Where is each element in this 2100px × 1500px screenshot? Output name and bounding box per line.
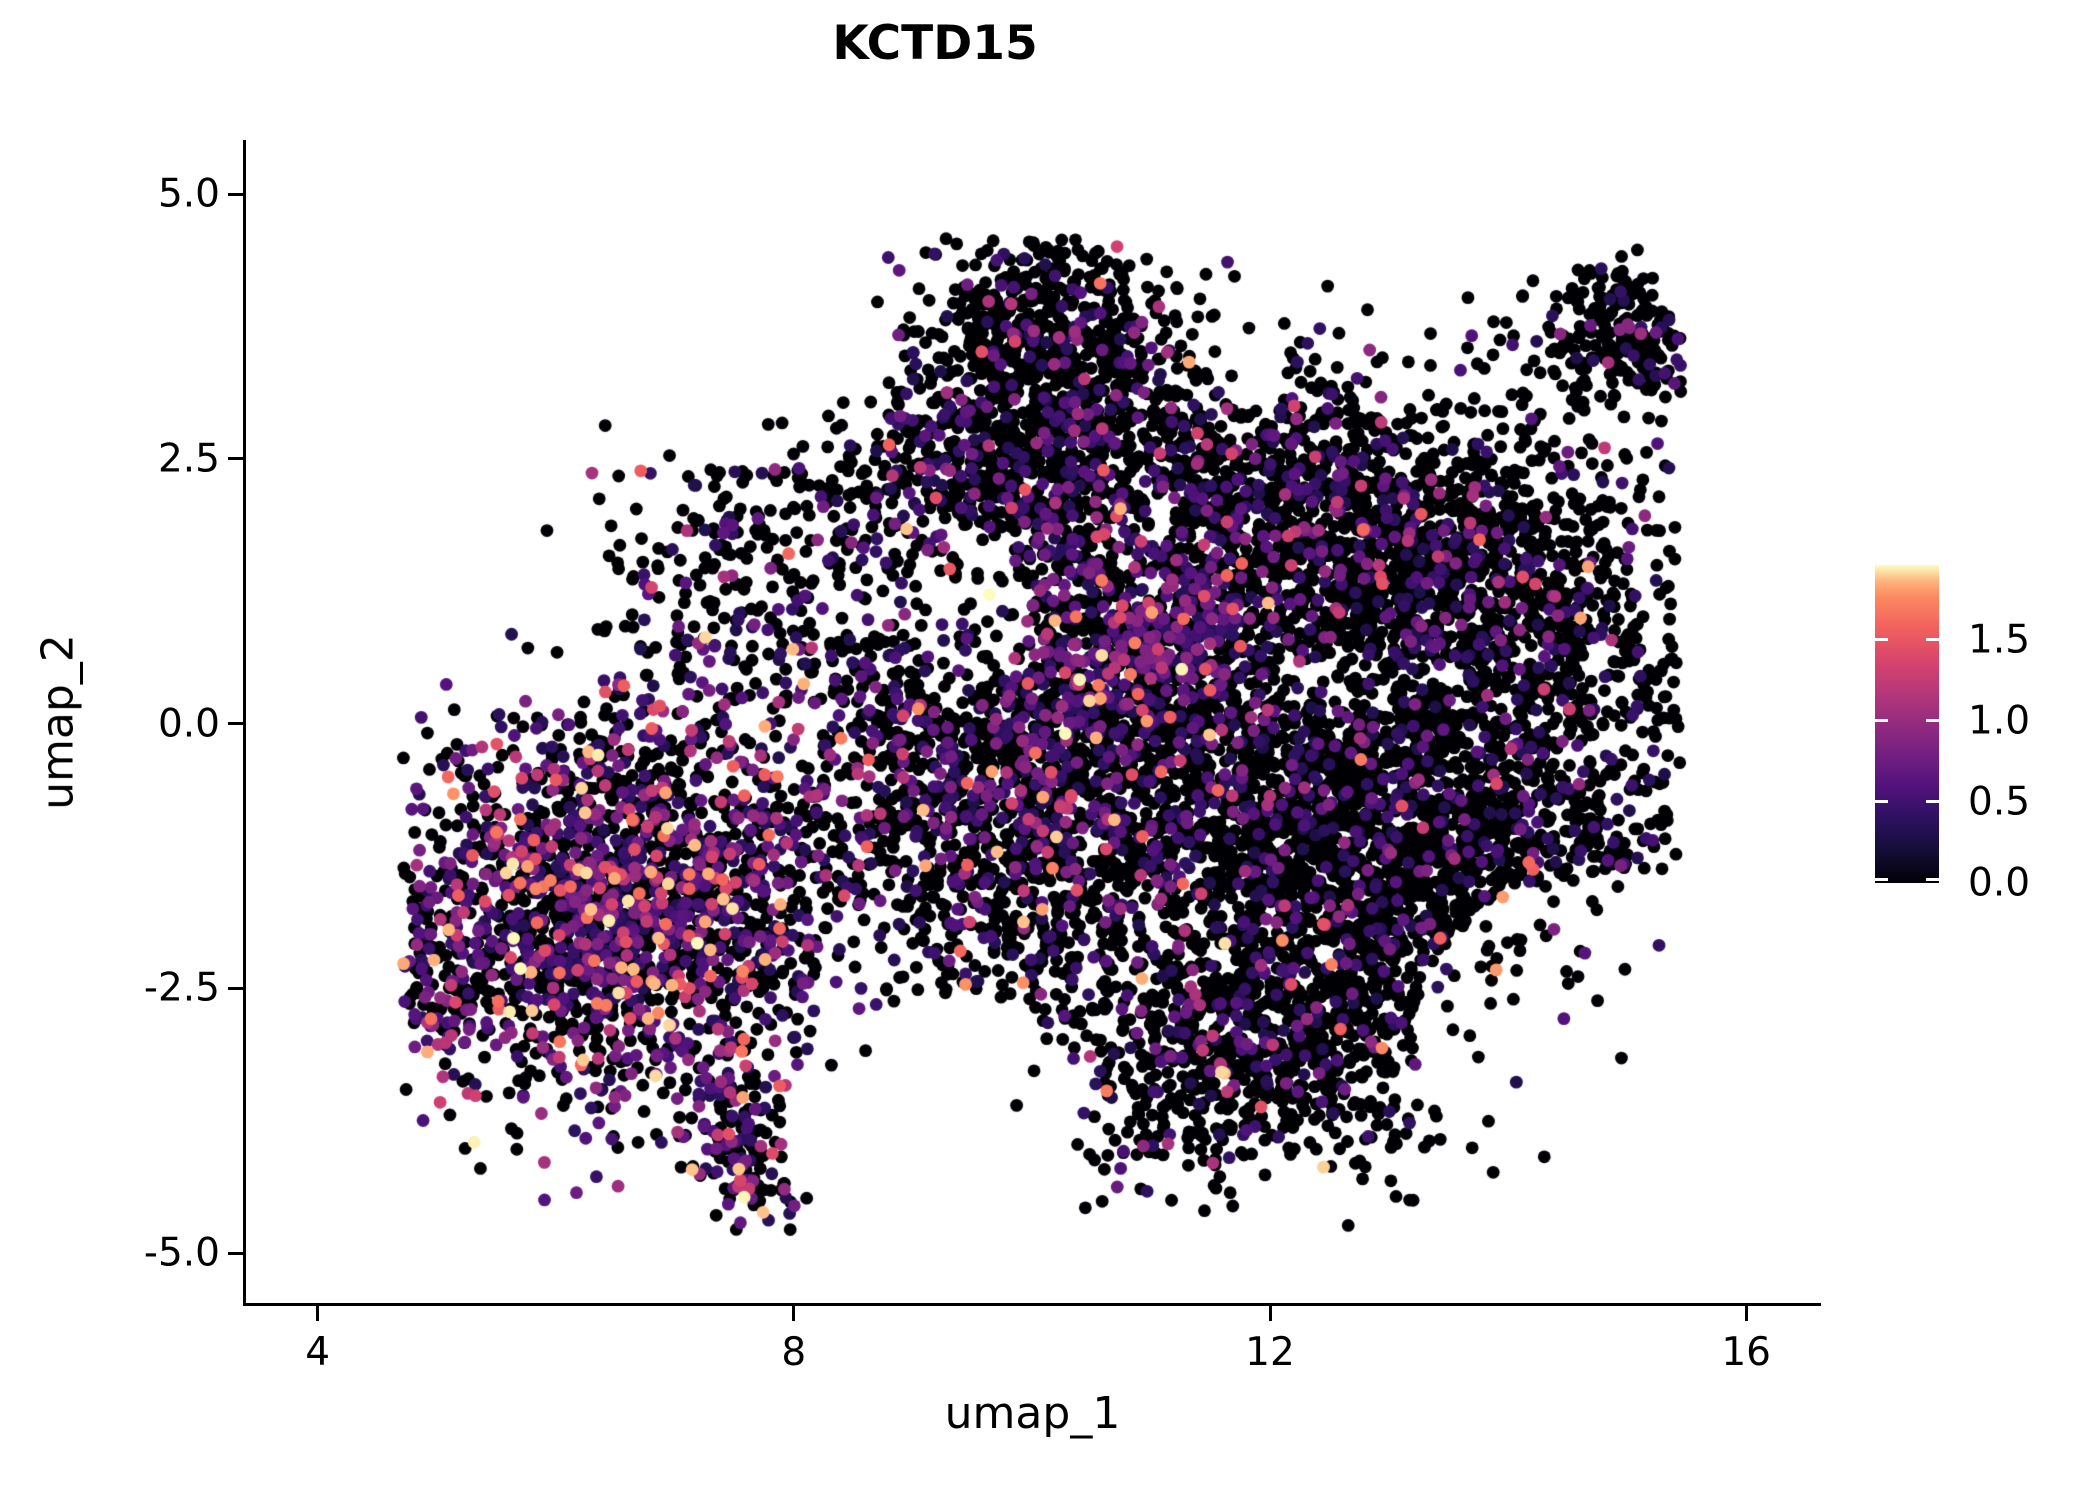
y-tick-mark--5.0 [228, 1251, 243, 1255]
colorbar-label-1.0: 1.0 [1968, 698, 2031, 744]
y-tick-label-0.0: 0.0 [157, 701, 220, 747]
colorbar-tick-mark-0.5-left [1875, 800, 1888, 804]
colorbar-tick-mark-1.0-right [1926, 719, 1939, 723]
colorbar-label-1.5: 1.5 [1968, 617, 2031, 663]
y-tick-mark-5.0 [228, 192, 243, 196]
x-tick-mark-8 [792, 1306, 796, 1321]
colorbar-tick-mark-1.5-right [1926, 638, 1939, 642]
colorbar-tick-mark-0.0-left [1875, 877, 1888, 881]
y-tick-mark-0.0 [228, 722, 243, 726]
y-tick-mark-2.5 [228, 457, 243, 461]
y-tick-label--2.5: -2.5 [143, 965, 220, 1011]
x-tick-mark-12 [1268, 1306, 1272, 1321]
colorbar-label-0.0: 0.0 [1968, 860, 2031, 906]
x-axis-label: umap_1 [944, 1388, 1121, 1439]
plot-title: KCTD15 [832, 16, 1038, 71]
colorbar-tick-mark-1.5-left [1875, 638, 1888, 642]
y-axis-label: umap_2 [32, 634, 84, 810]
y-tick-label--5.0: -5.0 [143, 1230, 220, 1276]
colorbar-tick-mark-0.0-right [1926, 877, 1939, 881]
colorbar-tick-mark-0.5-right [1926, 800, 1939, 804]
x-tick-mark-4 [316, 1306, 320, 1321]
y-tick-label-5.0: 5.0 [157, 171, 220, 217]
colorbar-label-0.5: 0.5 [1968, 779, 2031, 825]
colorbar-tick-mark-1.0-left [1875, 719, 1888, 723]
x-tick-label-8: 8 [781, 1330, 807, 1375]
x-axis-spine [243, 1303, 1821, 1306]
y-tick-mark--2.5 [228, 986, 243, 990]
x-tick-mark-16 [1744, 1306, 1748, 1321]
expression-colorbar [1875, 565, 1939, 883]
x-tick-label-16: 16 [1721, 1330, 1772, 1375]
x-tick-label-12: 12 [1245, 1330, 1295, 1375]
x-tick-label-4: 4 [305, 1330, 331, 1375]
y-axis-spine [243, 140, 246, 1306]
y-tick-label-2.5: 2.5 [157, 436, 220, 482]
